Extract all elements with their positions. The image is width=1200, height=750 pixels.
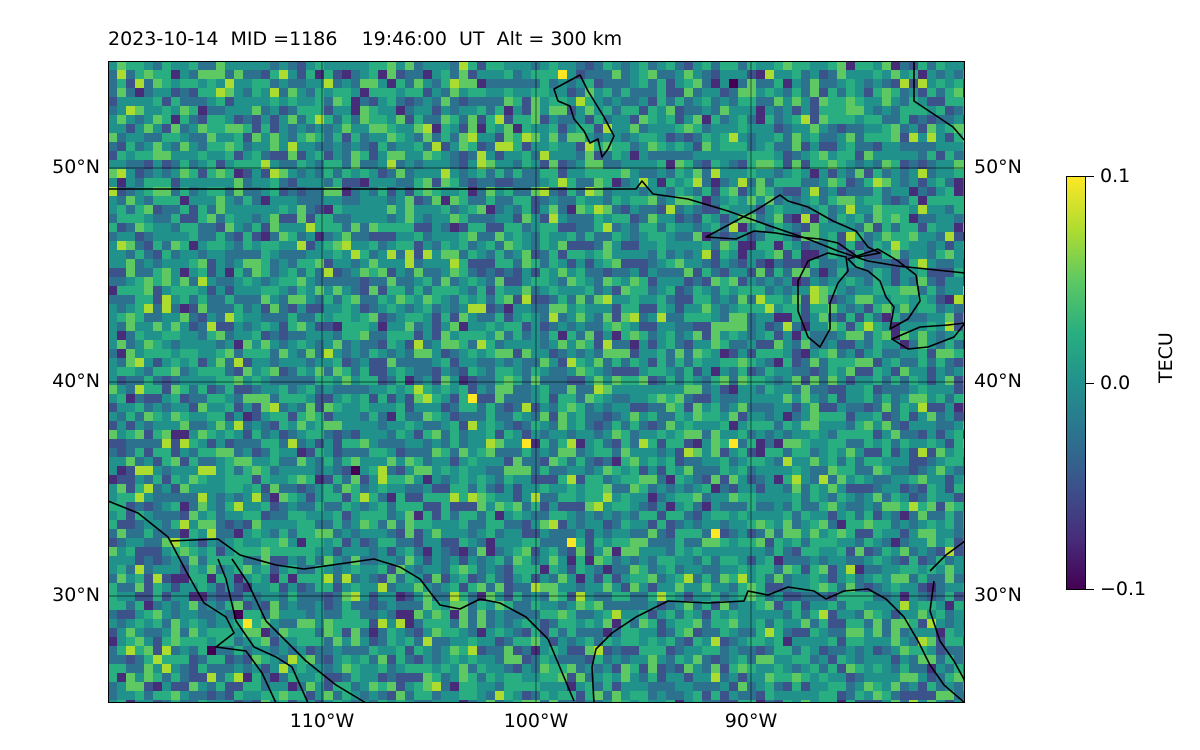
gulf-coast: [591, 586, 965, 703]
lake-erie: [891, 322, 965, 350]
colorbar-label-max: 0.1: [1100, 165, 1131, 187]
colorbar-tick-top: [1086, 176, 1094, 177]
colorbar-label-zero: 0.0: [1100, 372, 1131, 394]
lat-label-50-left: 50°N: [52, 156, 100, 178]
colorbar-unit: TECU: [1155, 332, 1177, 383]
colorbar-tick-bottom: [1086, 589, 1094, 590]
lat-label-40-left: 40°N: [52, 370, 100, 392]
coastlines-and-borders: [108, 61, 965, 703]
map-title: 2023-10-14 MID =1186 19:46:00 UT Alt = 3…: [108, 28, 623, 50]
lon-label-100: 100°W: [503, 710, 569, 732]
florida-coast: [929, 540, 965, 682]
lake-huron: [847, 248, 921, 330]
tec-cells: [108, 61, 965, 703]
lat-label-50-right: 50°N: [974, 156, 1022, 178]
lake-outline-north: [553, 74, 615, 158]
lat-label-30-left: 30°N: [52, 584, 100, 606]
colorbar-label-min: −0.1: [1100, 578, 1147, 600]
gulf-coast-west: [547, 638, 575, 702]
baja-coast: [217, 558, 309, 703]
lake-michigan: [797, 252, 849, 348]
border-top-right: [913, 61, 965, 142]
lat-label-40-right: 40°N: [974, 370, 1022, 392]
border-us-mexico: [169, 538, 549, 640]
gridlines: [108, 61, 965, 703]
border-us-canada: [108, 180, 965, 274]
lon-label-110: 110°W: [289, 710, 355, 732]
pacific-coast: [108, 500, 277, 703]
colorbar-tick-mid: [1086, 383, 1094, 384]
colorbar: [1066, 176, 1086, 590]
lat-label-30-right: 30°N: [974, 584, 1022, 606]
lake-superior: [705, 194, 881, 258]
lon-label-90: 90°W: [724, 710, 778, 732]
tec-map: [108, 61, 965, 703]
gulf-of-california: [231, 558, 367, 703]
